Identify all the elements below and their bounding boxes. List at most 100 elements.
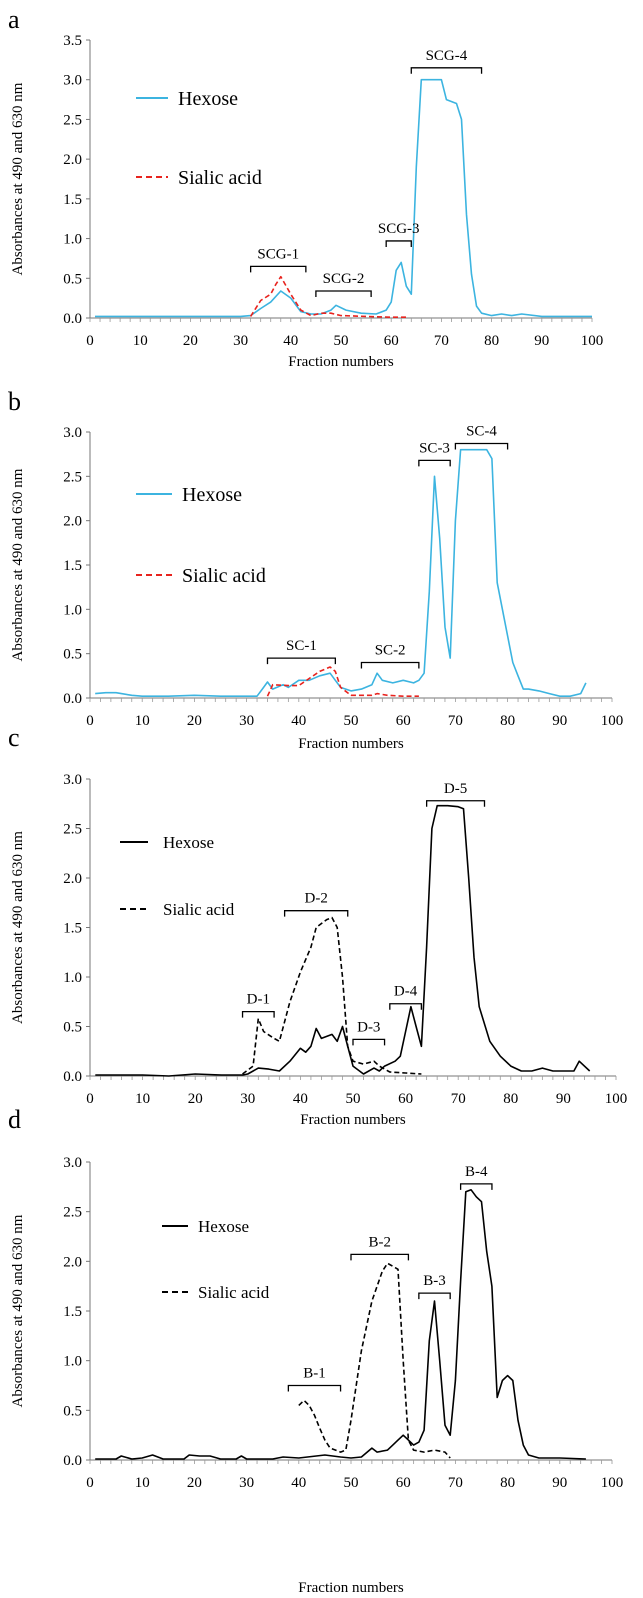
- y-tick-label: 0.5: [63, 271, 82, 287]
- y-axis-title: Absorbances at 490 and 630 nm: [10, 1214, 26, 1407]
- legend-label: Sialic acid: [178, 167, 262, 189]
- series-line-hexose: [95, 1189, 586, 1460]
- legend-label: Sialic acid: [198, 1283, 270, 1302]
- fraction-bracket-label: B-2: [368, 1234, 391, 1250]
- fraction-bracket-label: D-4: [394, 984, 418, 1000]
- fraction-bracket-label: SC-1: [286, 638, 317, 654]
- panel-label: c: [8, 723, 20, 752]
- legend-label: Hexose: [178, 88, 238, 110]
- y-tick-label: 2.0: [63, 1254, 82, 1270]
- y-tick-label: 1.5: [63, 192, 82, 208]
- x-tick-label: 70: [451, 1091, 466, 1107]
- y-axis-title: Absorbances at 490 and 630 nm: [10, 831, 26, 1024]
- legend-label: Sialic acid: [163, 900, 235, 919]
- fraction-bracket: [287, 1384, 342, 1392]
- series-line-hexose: [95, 78, 592, 318]
- chart-panel-b: b 0.0 0.5 1.0 1.5 2.0 2.5 3.0 0 10 20 30 40 50 60 70 80 9…: [8, 387, 623, 752]
- y-tick-label: 2.0: [63, 152, 82, 168]
- panel-label: d: [8, 1105, 21, 1134]
- fraction-bracket: [410, 67, 483, 74]
- x-tick-label: 0: [86, 713, 94, 729]
- x-tick-label: 90: [552, 713, 567, 729]
- x-tick-label: 80: [503, 1091, 518, 1107]
- chart-panel-c: c 0.0 0.5 1.0 1.5 2.0 2.5 3.0 0 10 20 30 40 50 60 70 80 9…: [8, 723, 627, 1128]
- y-tick-label: 0.0: [63, 311, 82, 327]
- x-tick-label: 50: [346, 1091, 361, 1107]
- fraction-bracket-label: D-3: [357, 1019, 380, 1035]
- fraction-bracket-label: SCG-3: [378, 221, 420, 237]
- y-tick-label: 1.0: [63, 232, 82, 248]
- fraction-bracket: [418, 459, 451, 467]
- x-tick-label: 80: [500, 713, 515, 729]
- y-tick-label: 3.0: [63, 425, 82, 441]
- y-tick-label: 2.5: [63, 469, 82, 485]
- x-tick-label: 100: [605, 1091, 628, 1107]
- y-tick-label: 1.5: [63, 558, 82, 574]
- fraction-bracket: [350, 1253, 410, 1261]
- series-line-hexose: [95, 448, 587, 697]
- x-tick-label: 70: [448, 713, 463, 729]
- y-tick-label: 3.0: [63, 1155, 82, 1171]
- y-tick-label: 3.0: [63, 73, 82, 89]
- legend-label: Hexose: [198, 1217, 249, 1236]
- x-tick-label: 50: [344, 713, 359, 729]
- x-tick-label: 10: [135, 1091, 150, 1107]
- fraction-bracket: [459, 1183, 493, 1190]
- x-tick-label: 90: [556, 1091, 571, 1107]
- x-axis-title: Fraction numbers: [298, 1580, 404, 1596]
- x-tick-label: 60: [396, 713, 411, 729]
- fraction-bracket: [241, 1011, 275, 1018]
- fraction-bracket: [418, 1292, 451, 1300]
- x-tick-label: 0: [86, 1091, 94, 1107]
- series-line-sialic-acid: [242, 916, 422, 1075]
- fraction-bracket-label: SCG-4: [426, 48, 468, 64]
- x-tick-label: 50: [344, 1475, 359, 1491]
- x-tick-label: 20: [187, 713, 202, 729]
- y-tick-label: 1.5: [63, 1304, 82, 1320]
- y-tick-label: 0.0: [63, 1453, 82, 1469]
- x-tick-label: 30: [239, 713, 254, 729]
- x-tick-label: 40: [291, 713, 306, 729]
- x-tick-label: 80: [484, 333, 499, 349]
- y-tick-label: 0.5: [63, 1403, 82, 1419]
- x-tick-label: 10: [135, 1475, 150, 1491]
- y-axis-title: Absorbances at 490 and 630 nm: [10, 468, 26, 661]
- fraction-bracket-label: B-3: [423, 1273, 446, 1289]
- x-axis-title: Fraction numbers: [300, 1112, 406, 1128]
- x-tick-label: 60: [398, 1091, 413, 1107]
- x-tick-label: 20: [187, 1475, 202, 1491]
- legend-label: Hexose: [182, 484, 242, 506]
- fraction-bracket: [389, 1003, 423, 1010]
- x-axis-title: Fraction numbers: [298, 736, 404, 752]
- y-tick-label: 0.5: [63, 647, 82, 663]
- x-tick-label: 30: [233, 333, 248, 349]
- series-line-sialic-acid: [249, 275, 407, 318]
- panel-label: b: [8, 387, 21, 416]
- y-tick-label: 2.0: [63, 871, 82, 887]
- fraction-bracket-label: D-5: [444, 781, 467, 797]
- y-tick-label: 1.0: [63, 1354, 82, 1370]
- fraction-bracket-label: SCG-2: [323, 271, 365, 287]
- y-axis-title: Absorbances at 490 and 630 nm: [10, 82, 26, 275]
- y-tick-label: 3.5: [63, 33, 82, 49]
- y-tick-label: 3.0: [63, 772, 82, 788]
- fraction-bracket: [425, 800, 486, 807]
- fraction-bracket: [385, 240, 412, 247]
- x-tick-label: 90: [552, 1475, 567, 1491]
- fraction-bracket-label: D-2: [305, 891, 328, 907]
- fraction-bracket-label: SCG-1: [257, 246, 299, 262]
- fraction-bracket: [360, 661, 420, 669]
- fraction-bracket-label: SC-3: [419, 440, 450, 456]
- x-axis-title: Fraction numbers: [288, 354, 394, 370]
- series-line-sialic-acid: [266, 666, 419, 697]
- y-tick-label: 0.0: [63, 691, 82, 707]
- fraction-bracket-label: D-1: [247, 992, 270, 1008]
- x-tick-label: 70: [448, 1475, 463, 1491]
- chart-panel-d: d 0.0 0.5 1.0 1.5 2.0 2.5 3.0 0 10 20 30 40 50 60 70 80 9…: [8, 1105, 623, 1596]
- y-tick-label: 1.0: [63, 970, 82, 986]
- legend-label: Sialic acid: [182, 565, 266, 587]
- y-tick-label: 2.0: [63, 514, 82, 530]
- x-tick-label: 20: [188, 1091, 203, 1107]
- x-tick-label: 10: [133, 333, 148, 349]
